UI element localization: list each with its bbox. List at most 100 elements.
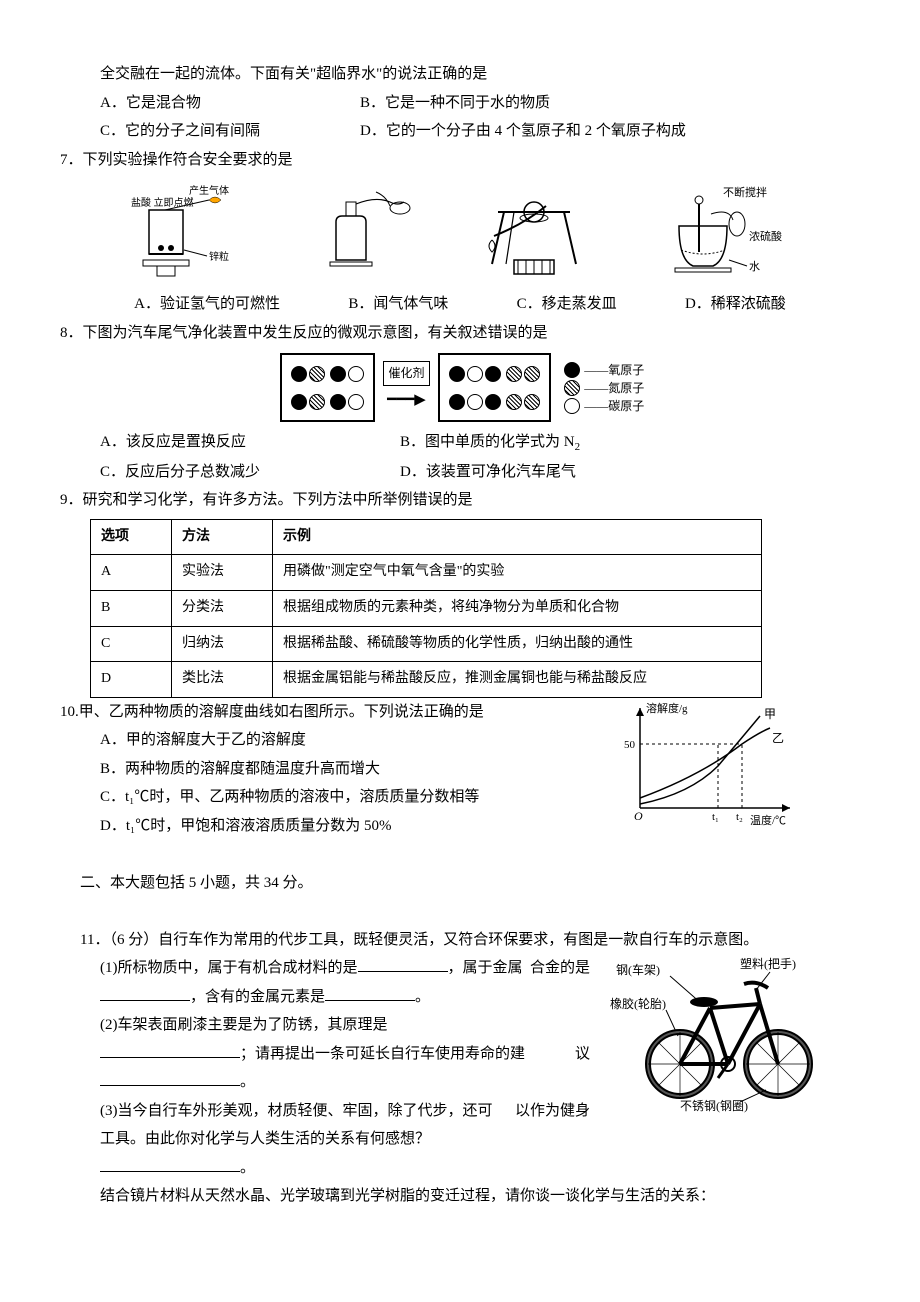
- cell: 分类法: [172, 591, 273, 627]
- q7-stem: 7．下列实验操作符合安全要求的是: [60, 146, 860, 175]
- text: ；请再提出一条可延长自行车使用寿命的建: [240, 1046, 525, 1062]
- text: 。: [240, 1160, 255, 1176]
- q9-stem: 9．研究和学习化学，有许多方法。下列方法中所举例错误的是: [60, 486, 860, 515]
- q7-option-labels: A．验证氢气的可燃性 B．闻气体气味 C．移走蒸发皿 D．稀释浓硫酸: [100, 290, 820, 319]
- q7-svg-c: [474, 182, 594, 282]
- q9-h-opt: 选项: [91, 519, 172, 555]
- text: ，属于金属: [448, 960, 523, 976]
- cell: 实验法: [172, 555, 273, 591]
- q8-stem: 8．下图为汽车尾气净化装置中发生反应的微观示意图，有关叙述错误的是: [60, 319, 860, 348]
- table-row: B 分类法 根据组成物质的元素种类，将纯净物分为单质和化合物: [91, 591, 762, 627]
- q7-opt-a: A．验证氢气的可燃性: [134, 290, 280, 319]
- text: (3)当今自行车外形美观，材质轻便、牢固，除了代步，还可: [100, 1103, 493, 1119]
- q9-h-method: 方法: [172, 519, 273, 555]
- svg-text:甲: 甲: [764, 707, 776, 721]
- arrow-icon: ━━━▶: [387, 386, 426, 415]
- text: 议: [575, 1040, 590, 1069]
- text: 。: [415, 989, 430, 1005]
- svg-text:乙: 乙: [772, 731, 784, 745]
- q7-diagram-c: [474, 182, 594, 282]
- q7-opt-b: B．闻气体气味: [348, 290, 448, 319]
- text: (1)所标物质中，属于有机合成材料的是: [100, 960, 358, 976]
- q7-diagrams: 产生气体 盐酸 立即点燃 锌粒: [100, 182, 820, 282]
- svg-text:不断搅拌: 不断搅拌: [723, 185, 767, 199]
- svg-text:浓硫酸: 浓硫酸: [749, 229, 782, 243]
- table-row: C 归纳法 根据稀盐酸、稀硫酸等物质的化学性质，归纳出酸的通性: [91, 626, 762, 662]
- text: 以作为健身: [515, 1097, 590, 1126]
- q11-p4: 结合镜片材料从天然水晶、光学玻璃到光学树脂的变迁过程，请你谈一谈化学与生活的关系…: [100, 1182, 860, 1211]
- q8-options-row2: C．反应后分子总数减少 D．该装置可净化汽车尾气: [100, 458, 860, 487]
- q7-diagram-a: 产生气体 盐酸 立即点燃 锌粒: [129, 182, 249, 282]
- blank-input[interactable]: [325, 985, 415, 1001]
- svg-text:盐酸 立即点燃: 盐酸 立即点燃: [131, 196, 194, 209]
- svg-text:水: 水: [749, 260, 760, 273]
- q10-block: 10.甲、乙两种物质的溶解度曲线如右图所示。下列说法正确的是 溶解度/g 温度/…: [60, 698, 860, 841]
- q6-stem-continuation: 全交融在一起的流体。下面有关"超临界水"的说法正确的是: [100, 60, 860, 89]
- svg-text:温度/℃: 温度/℃: [750, 813, 786, 827]
- cell: D: [91, 662, 172, 698]
- q11-p3-blank: 。: [100, 1154, 860, 1183]
- cell: 根据组成物质的元素种类，将纯净物分为单质和化合物: [273, 591, 762, 627]
- legend-o: 氧原子: [608, 361, 644, 379]
- svg-text:塑料(把手): 塑料(把手): [740, 956, 796, 971]
- q6-opt-d: D．它的一个分子由 4 个氢原子和 2 个氧原子构成: [360, 117, 686, 146]
- table-row: D 类比法 根据金属铝能与稀盐酸反应，推测金属铜也能与稀盐酸反应: [91, 662, 762, 698]
- svg-text:t₂: t₂: [736, 811, 743, 823]
- blank-input[interactable]: [100, 1042, 240, 1058]
- q6-opt-a: A．它是混合物: [100, 89, 320, 118]
- cell: 根据金属铝能与稀盐酸反应，推测金属铜也能与稀盐酸反应: [273, 662, 762, 698]
- svg-text:橡胶(轮胎): 橡胶(轮胎): [610, 996, 666, 1011]
- q7-opt-d: D．稀释浓硫酸: [685, 290, 786, 319]
- q6-opt-b: B．它是一种不同于水的物质: [360, 89, 550, 118]
- svg-text:锌粒: 锌粒: [209, 250, 229, 263]
- q6-opt-c: C．它的分子之间有间隔: [100, 117, 320, 146]
- q7-diagram-b: [306, 182, 416, 282]
- cell: B: [91, 591, 172, 627]
- q8-opt-d: D．该装置可净化汽车尾气: [400, 458, 576, 487]
- q8-opt-a: A．该反应是置换反应: [100, 428, 360, 458]
- text: 。: [240, 1074, 255, 1090]
- svg-text:不锈钢(钢圈): 不锈钢(钢圈): [680, 1099, 748, 1113]
- q9-table: 选项 方法 示例 A 实验法 用磷做"测定空气中氧气含量"的实验 B 分类法 根…: [90, 519, 762, 698]
- q8-catalyst-label: 催化剂: [383, 361, 429, 386]
- q11-stem: 11．（6 分）自行车作为常用的代步工具，既轻便灵活，又符合环保要求，有图是一款…: [80, 926, 860, 955]
- blank-input[interactable]: [100, 985, 190, 1001]
- q10-solubility-graph: 溶解度/g 温度/℃ 50 t₁ t₂ O 甲 乙: [610, 698, 800, 828]
- q8-legend: —— 氧原子 —— 氮原子 —— 碳原子: [563, 361, 644, 415]
- q6-options-row2: C．它的分子之间有间隔 D．它的一个分子由 4 个氢原子和 2 个氧原子构成: [100, 117, 860, 146]
- svg-text:产生气体: 产生气体: [189, 184, 229, 197]
- svg-text:t₁: t₁: [712, 811, 719, 823]
- table-row: A 实验法 用磷做"测定空气中氧气含量"的实验: [91, 555, 762, 591]
- legend-n: 氮原子: [608, 379, 644, 397]
- section2-heading: 二、本大题包括 5 小题，共 34 分。: [80, 869, 860, 898]
- q8-reactants: [280, 353, 376, 422]
- blank-input[interactable]: [358, 956, 448, 972]
- q8-opt-b: B．图中单质的化学式为 N2: [400, 428, 580, 458]
- q11-p3-cont: 工具。由此你对化学与人类生活的关系有何感想？: [100, 1125, 860, 1154]
- cell: C: [91, 626, 172, 662]
- svg-text:溶解度/g: 溶解度/g: [646, 701, 688, 715]
- svg-text:钢(车架): 钢(车架): [616, 962, 660, 977]
- text: (2)车架表面刷漆主要是为了防锈，其原理是: [100, 1017, 388, 1033]
- q7-svg-d: 不断搅拌 浓硫酸 水: [651, 182, 791, 282]
- blank-input[interactable]: [100, 1070, 240, 1086]
- svg-text:O: O: [634, 809, 643, 823]
- q8-reaction-diagram: 催化剂 ━━━▶ —— 氧原子 —— 氮原子 —— 碳原子: [60, 353, 860, 422]
- q8-opt-c: C．反应后分子总数减少: [100, 458, 360, 487]
- q9-h-example: 示例: [273, 519, 762, 555]
- q8-options-row1: A．该反应是置换反应 B．图中单质的化学式为 N2: [100, 428, 860, 458]
- svg-text:50: 50: [624, 739, 636, 751]
- blank-input[interactable]: [100, 1156, 240, 1172]
- cell: A: [91, 555, 172, 591]
- text: ，含有的金属元素是: [190, 989, 325, 1005]
- legend-c: 碳原子: [608, 397, 644, 415]
- q7-svg-b: [306, 182, 416, 282]
- q7-diagram-d: 不断搅拌 浓硫酸 水: [651, 182, 791, 282]
- cell: 归纳法: [172, 626, 273, 662]
- q7-opt-c: C．移走蒸发皿: [517, 290, 617, 319]
- q7-svg-a: 产生气体 盐酸 立即点燃 锌粒: [129, 182, 249, 282]
- table-header-row: 选项 方法 示例: [91, 519, 762, 555]
- cell: 类比法: [172, 662, 273, 698]
- q8-products: [438, 353, 552, 422]
- cell: 根据稀盐酸、稀硫酸等物质的化学性质，归纳出酸的通性: [273, 626, 762, 662]
